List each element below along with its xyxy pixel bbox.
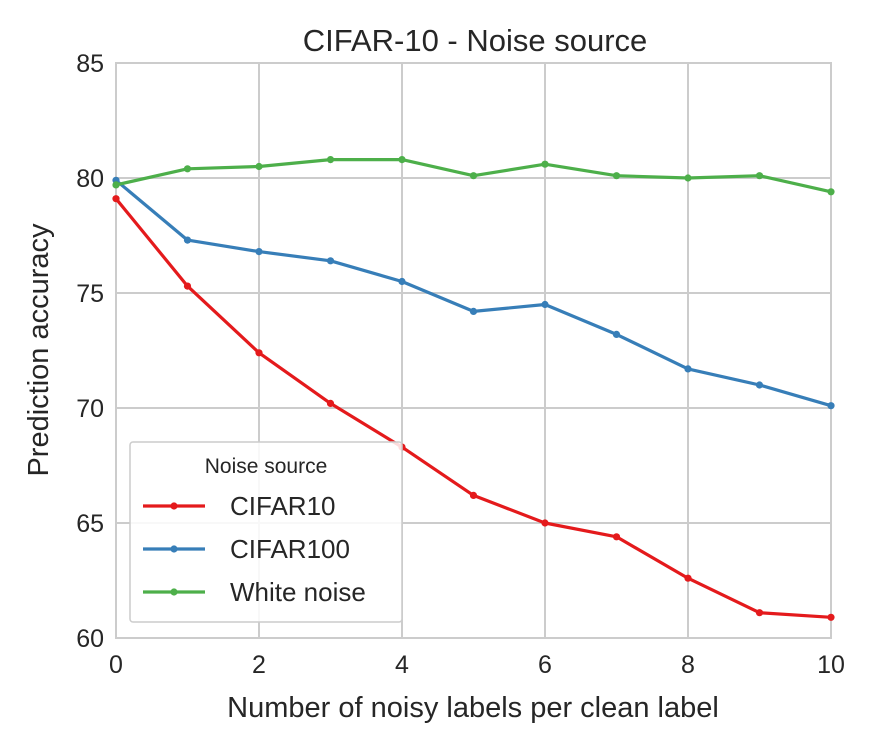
data-point — [398, 156, 406, 164]
series-white-noise — [112, 156, 835, 196]
data-point — [684, 174, 692, 182]
data-point — [827, 613, 835, 621]
data-point — [541, 160, 549, 168]
legend-marker — [170, 588, 178, 596]
legend-item-cifar100: CIFAR100 — [143, 534, 350, 564]
legend-label: CIFAR10 — [230, 491, 336, 521]
x-tick-label: 6 — [538, 651, 552, 679]
series-layer — [112, 156, 835, 621]
chart-title: CIFAR-10 - Noise source — [303, 23, 648, 58]
legend-item-cifar10: CIFAR10 — [143, 491, 336, 521]
legend-label: CIFAR100 — [230, 534, 350, 564]
data-point — [827, 402, 835, 410]
series-cifar10 — [112, 195, 835, 621]
data-point — [541, 300, 549, 309]
x-tick-label: 8 — [681, 651, 695, 679]
x-tick-label: 2 — [252, 651, 266, 679]
data-point — [612, 533, 621, 541]
data-point — [755, 172, 764, 180]
y-tick-label: 60 — [76, 625, 104, 653]
y-tick-label: 85 — [76, 50, 104, 78]
legend-label: White noise — [230, 577, 366, 607]
legend-box — [129, 441, 403, 623]
y-tick-label: 80 — [76, 165, 104, 193]
data-point — [112, 195, 120, 203]
x-tick-label: 4 — [395, 651, 409, 679]
data-point — [469, 491, 478, 499]
data-point — [827, 188, 835, 196]
series-cifar100 — [112, 176, 835, 410]
y-tick-label: 75 — [76, 280, 104, 308]
x-axis-label: Number of noisy labels per clean label — [227, 692, 719, 724]
data-point — [183, 282, 192, 290]
data-point — [183, 236, 192, 244]
data-point — [469, 172, 478, 180]
legend-marker — [170, 545, 178, 553]
data-point — [755, 381, 764, 389]
x-tick-label: 0 — [109, 651, 123, 679]
x-tick-label: 10 — [817, 651, 845, 679]
legend: Noise source CIFAR10 CIFAR100 White noise — [129, 441, 403, 623]
y-axis-label: Prediction accuracy — [23, 223, 55, 477]
data-point — [541, 519, 549, 527]
data-point — [398, 277, 406, 286]
data-point — [255, 248, 263, 256]
data-point — [255, 349, 263, 357]
data-point — [326, 399, 335, 407]
y-tick-label: 65 — [76, 510, 104, 538]
y-tick-label: 70 — [76, 395, 104, 423]
data-point — [684, 574, 692, 582]
data-point — [612, 172, 621, 180]
tick-labels: 0 2 4 6 8 10 60 65 70 75 80 85 — [76, 50, 845, 679]
plot-area-frame — [115, 62, 832, 639]
data-point — [112, 181, 120, 189]
legend-item-white-noise: White noise — [143, 577, 366, 607]
data-point — [612, 330, 621, 338]
legend-marker — [170, 502, 178, 510]
legend-title: Noise source — [205, 455, 328, 478]
data-point — [255, 162, 263, 171]
data-point — [684, 365, 692, 373]
data-point — [326, 156, 335, 164]
data-point — [183, 165, 192, 173]
data-point — [469, 307, 478, 315]
data-point — [755, 609, 764, 617]
data-point — [326, 257, 335, 265]
